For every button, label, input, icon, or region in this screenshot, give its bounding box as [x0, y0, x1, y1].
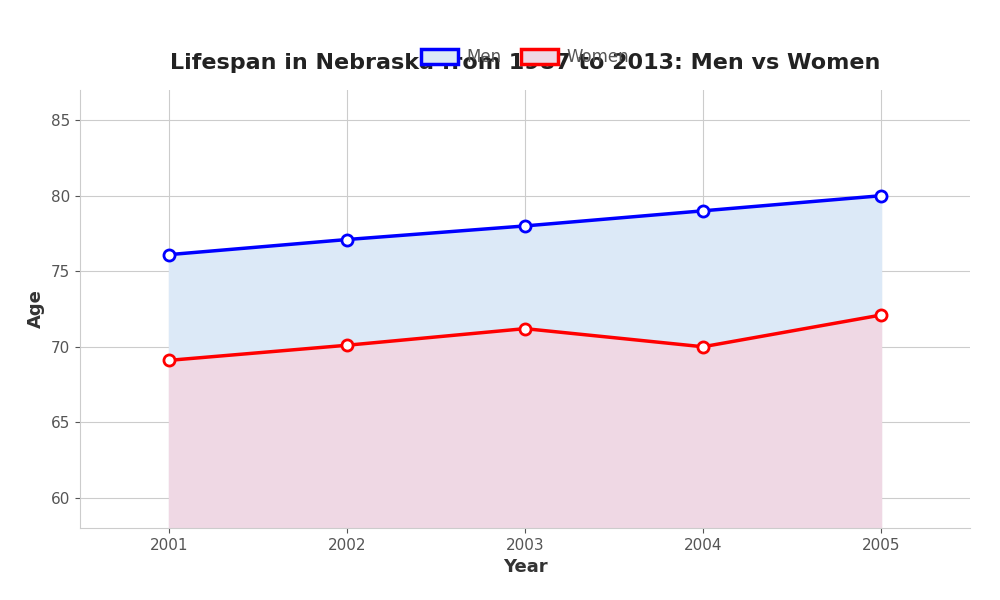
Title: Lifespan in Nebraska from 1987 to 2013: Men vs Women: Lifespan in Nebraska from 1987 to 2013: … [170, 53, 880, 73]
Legend: Men, Women: Men, Women [414, 41, 636, 73]
Y-axis label: Age: Age [27, 290, 45, 328]
X-axis label: Year: Year [503, 558, 547, 576]
